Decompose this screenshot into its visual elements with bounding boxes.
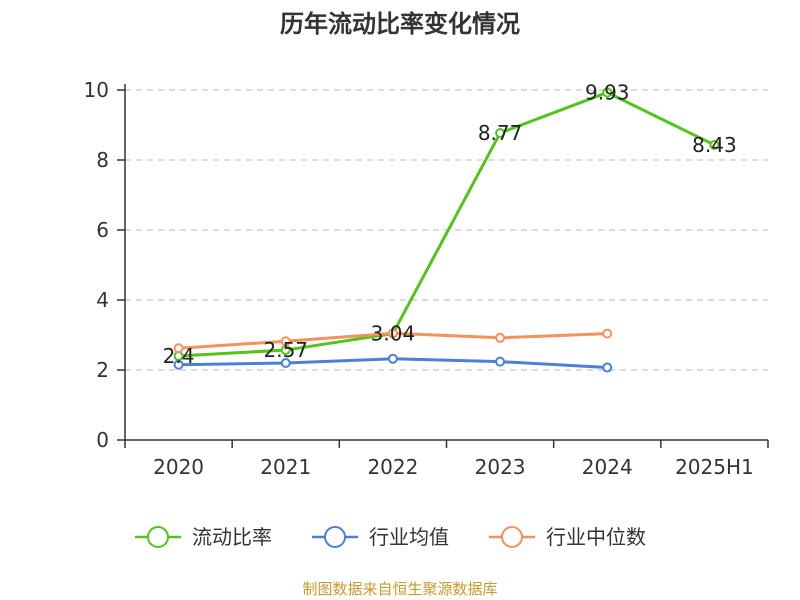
legend-marker bbox=[324, 526, 346, 548]
data-labels: 2.4 2.57 3.04 8.77 9.93 8.43 bbox=[163, 80, 737, 368]
series-layer bbox=[173, 87, 720, 373]
data-point[interactable] bbox=[387, 328, 398, 339]
data-point[interactable] bbox=[602, 328, 613, 339]
x-tick-label: 2020 bbox=[153, 455, 204, 479]
chart-title: 历年流动比率变化情况 bbox=[280, 10, 520, 38]
data-point[interactable] bbox=[280, 336, 291, 347]
grid-lines bbox=[125, 89, 768, 371]
data-label: 9.93 bbox=[585, 80, 630, 104]
data-label: 8.77 bbox=[478, 121, 523, 145]
y-tick-label: 10 bbox=[84, 78, 109, 102]
x-tick-label: 2022 bbox=[367, 455, 418, 479]
data-point[interactable] bbox=[602, 87, 613, 98]
data-point[interactable] bbox=[280, 358, 291, 368]
data-point[interactable] bbox=[495, 332, 506, 343]
legend-label: 行业中位数 bbox=[546, 525, 646, 549]
source-note: 制图数据来自恒生聚源数据库 bbox=[302, 580, 497, 598]
legend-item[interactable]: 流动比率 bbox=[135, 525, 272, 549]
data-point[interactable] bbox=[173, 359, 184, 370]
series-1 bbox=[173, 87, 720, 361]
data-label: 3.04 bbox=[371, 322, 416, 346]
y-tick-label: 8 bbox=[96, 148, 109, 172]
axes: 0 2 4 6 8 10 2020 2021 2022 2023 2024 2025H1 bbox=[84, 78, 769, 479]
series-3 bbox=[173, 328, 613, 354]
x-tick-label: 2021 bbox=[260, 455, 311, 479]
x-tick-label: 2023 bbox=[475, 455, 526, 479]
legend-marker bbox=[147, 526, 169, 548]
legend-label: 流动比率 bbox=[192, 525, 272, 549]
series-2 bbox=[173, 353, 613, 373]
y-tick-label: 4 bbox=[96, 288, 109, 312]
data-point[interactable] bbox=[173, 343, 184, 354]
data-point[interactable] bbox=[602, 362, 613, 373]
data-point[interactable] bbox=[495, 128, 506, 139]
data-label: 2.57 bbox=[263, 338, 308, 362]
data-point[interactable] bbox=[495, 356, 506, 367]
y-tick-label: 6 bbox=[96, 218, 109, 242]
legend-label: 行业均值 bbox=[369, 525, 449, 549]
data-point[interactable] bbox=[387, 353, 398, 364]
legend-item[interactable]: 行业中位数 bbox=[489, 525, 646, 549]
legend-marker bbox=[501, 526, 523, 548]
series-line bbox=[178, 90, 716, 358]
x-tick-label: 2024 bbox=[582, 455, 633, 479]
legend[interactable]: 流动比率 行业均值 行业中位数 bbox=[135, 525, 646, 549]
x-tick-label: 2025H1 bbox=[675, 455, 754, 479]
data-point[interactable] bbox=[709, 139, 720, 150]
y-tick-label: 2 bbox=[96, 358, 109, 382]
data-label: 8.43 bbox=[692, 133, 737, 157]
y-tick-label: 0 bbox=[96, 428, 109, 452]
data-label: 2.4 bbox=[163, 344, 195, 368]
legend-item[interactable]: 行业均值 bbox=[312, 525, 449, 549]
